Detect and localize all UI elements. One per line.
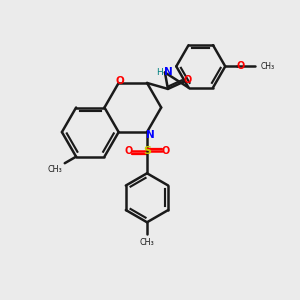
Text: N: N bbox=[164, 68, 172, 77]
Text: O: O bbox=[162, 146, 170, 157]
Text: O: O bbox=[183, 75, 191, 85]
Text: O: O bbox=[116, 76, 124, 86]
Text: CH₃: CH₃ bbox=[140, 238, 154, 247]
Text: CH₃: CH₃ bbox=[48, 165, 62, 174]
Text: H: H bbox=[156, 68, 163, 77]
Text: O: O bbox=[124, 146, 132, 157]
Text: O: O bbox=[237, 61, 245, 71]
Text: S: S bbox=[143, 146, 151, 157]
Text: CH₃: CH₃ bbox=[261, 62, 275, 71]
Text: N: N bbox=[146, 130, 154, 140]
